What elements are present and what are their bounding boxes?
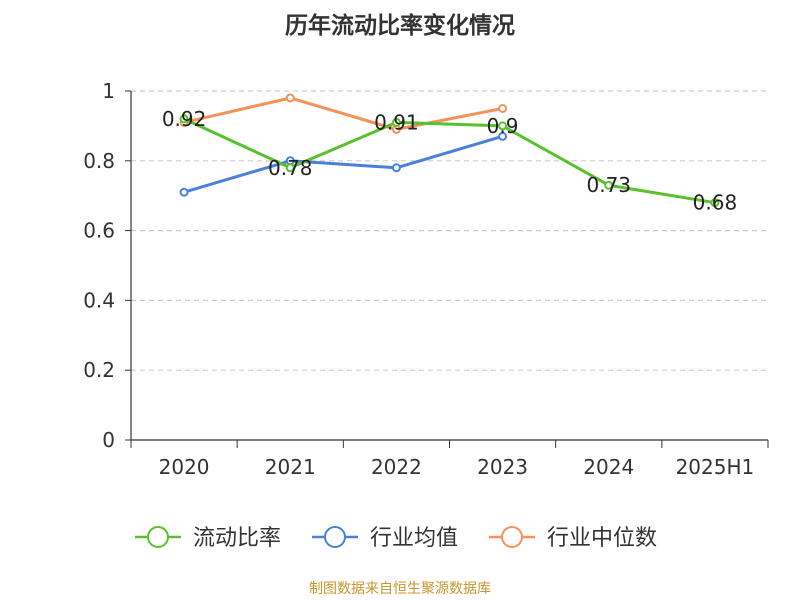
x-tick-label: 2021 <box>265 455 316 479</box>
footer-source: 制图数据来自恒生聚源数据库 <box>309 581 491 597</box>
legend-item-1[interactable]: 行业均值 <box>312 526 458 551</box>
series-lines <box>179 93 720 208</box>
data-label: 0.78 <box>268 156 313 180</box>
data-label: 0.73 <box>586 173 631 197</box>
y-tick-label: 0.4 <box>83 288 115 312</box>
x-tick-label: 2024 <box>583 455 634 479</box>
legend[interactable]: 流动比率 行业均值 行业中位数 <box>135 526 657 551</box>
legend-item-2[interactable]: 行业中位数 <box>489 526 657 551</box>
data-point <box>710 198 720 208</box>
data-point <box>498 121 508 131</box>
y-tick-label: 0.8 <box>83 149 115 173</box>
series-line-1 <box>183 134 504 194</box>
data-point <box>391 163 401 173</box>
x-tick-label: 2025H1 <box>676 455 755 479</box>
data-point <box>179 114 189 124</box>
axes: 0 0.2 0.4 0.6 0.8 1 2020 2021 2022 2023 2024 2025H1 <box>83 79 769 479</box>
x-tick-label: 2023 <box>477 455 528 479</box>
legend-marker <box>324 526 346 548</box>
legend-label: 行业均值 <box>370 526 458 551</box>
y-tick-label: 0 <box>102 428 115 452</box>
x-tick-label: 2020 <box>159 455 210 479</box>
legend-label: 流动比率 <box>193 526 281 551</box>
legend-item-0[interactable]: 流动比率 <box>135 526 281 551</box>
y-tick-label: 1 <box>102 79 115 103</box>
legend-marker <box>147 526 169 548</box>
series-line-2 <box>183 96 503 131</box>
data-point <box>285 163 295 173</box>
data-point <box>604 180 614 190</box>
grid-lines <box>131 90 768 371</box>
data-labels: 0.92 0.78 0.91 0.9 0.73 0.68 <box>162 107 737 215</box>
data-point <box>179 187 189 197</box>
legend-marker <box>501 526 523 548</box>
legend-label: 行业中位数 <box>547 526 657 551</box>
series-line-0 <box>183 117 716 205</box>
y-tick-label: 0.6 <box>83 219 115 243</box>
data-point <box>498 103 508 113</box>
data-label: 0.9 <box>487 114 519 138</box>
chart-title: 历年流动比率变化情况 <box>285 13 515 39</box>
data-label: 0.92 <box>162 107 207 131</box>
data-label: 0.91 <box>374 110 419 134</box>
data-point <box>498 131 508 141</box>
data-point <box>391 117 401 127</box>
data-point <box>285 93 295 103</box>
x-tick-label: 2022 <box>371 455 422 479</box>
data-label: 0.68 <box>693 191 738 215</box>
y-tick-label: 0.2 <box>83 358 115 382</box>
